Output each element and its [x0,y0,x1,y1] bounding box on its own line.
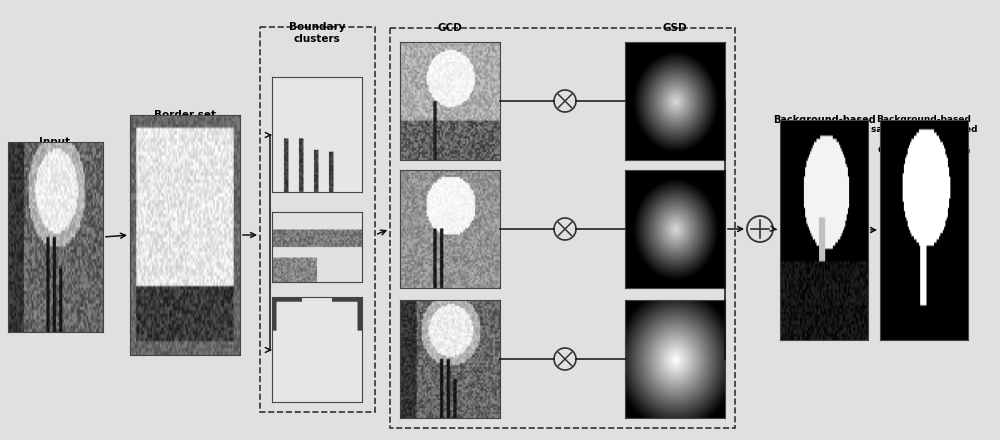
Circle shape [554,218,576,240]
Text: Input: Input [39,137,71,147]
Text: Background-based
saliency map refined
via Single-layer
Cellular Automata: Background-based saliency map refined vi… [871,115,977,155]
Circle shape [554,348,576,370]
Text: Boundary
clusters: Boundary clusters [289,22,345,44]
Text: GCD: GCD [438,23,462,33]
Circle shape [554,90,576,112]
Text: Background-based
saliency map: Background-based saliency map [773,115,875,136]
Bar [260,27,375,412]
Circle shape [747,216,773,242]
Bar [390,28,735,428]
Text: Border set: Border set [154,110,216,120]
Text: GSD: GSD [663,23,687,33]
